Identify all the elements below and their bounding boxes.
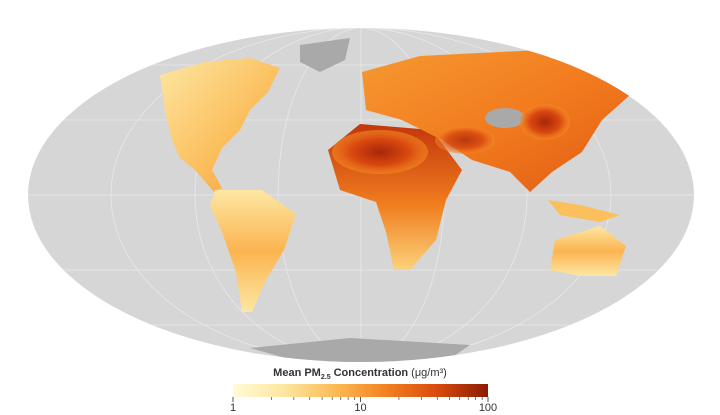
title-units: (μg/m³) <box>411 367 447 379</box>
sahara <box>332 130 428 174</box>
colorbar: Mean PM2.5 Concentration (μg/m³) 1 10 100 <box>230 367 497 414</box>
tick-label: 100 <box>479 402 497 414</box>
tick-label: 10 <box>354 402 366 414</box>
land <box>160 38 640 362</box>
colorbar-ramp <box>233 384 488 397</box>
colorbar-title: Mean PM2.5 Concentration (μg/m³) <box>273 367 447 381</box>
north-america <box>160 58 280 192</box>
south-america <box>210 190 296 312</box>
australia <box>550 226 626 276</box>
greenland <box>300 38 350 72</box>
tick-label: 1 <box>230 402 236 414</box>
tibet <box>485 108 525 128</box>
map <box>28 28 694 362</box>
title-subscript: 2.5 <box>321 374 331 381</box>
indonesia <box>548 200 620 222</box>
title-main: Mean PM <box>273 367 321 379</box>
title-rest: Concentration <box>334 367 409 379</box>
middle-east <box>435 126 495 154</box>
antarctica <box>250 338 470 362</box>
east-asia <box>520 104 570 140</box>
